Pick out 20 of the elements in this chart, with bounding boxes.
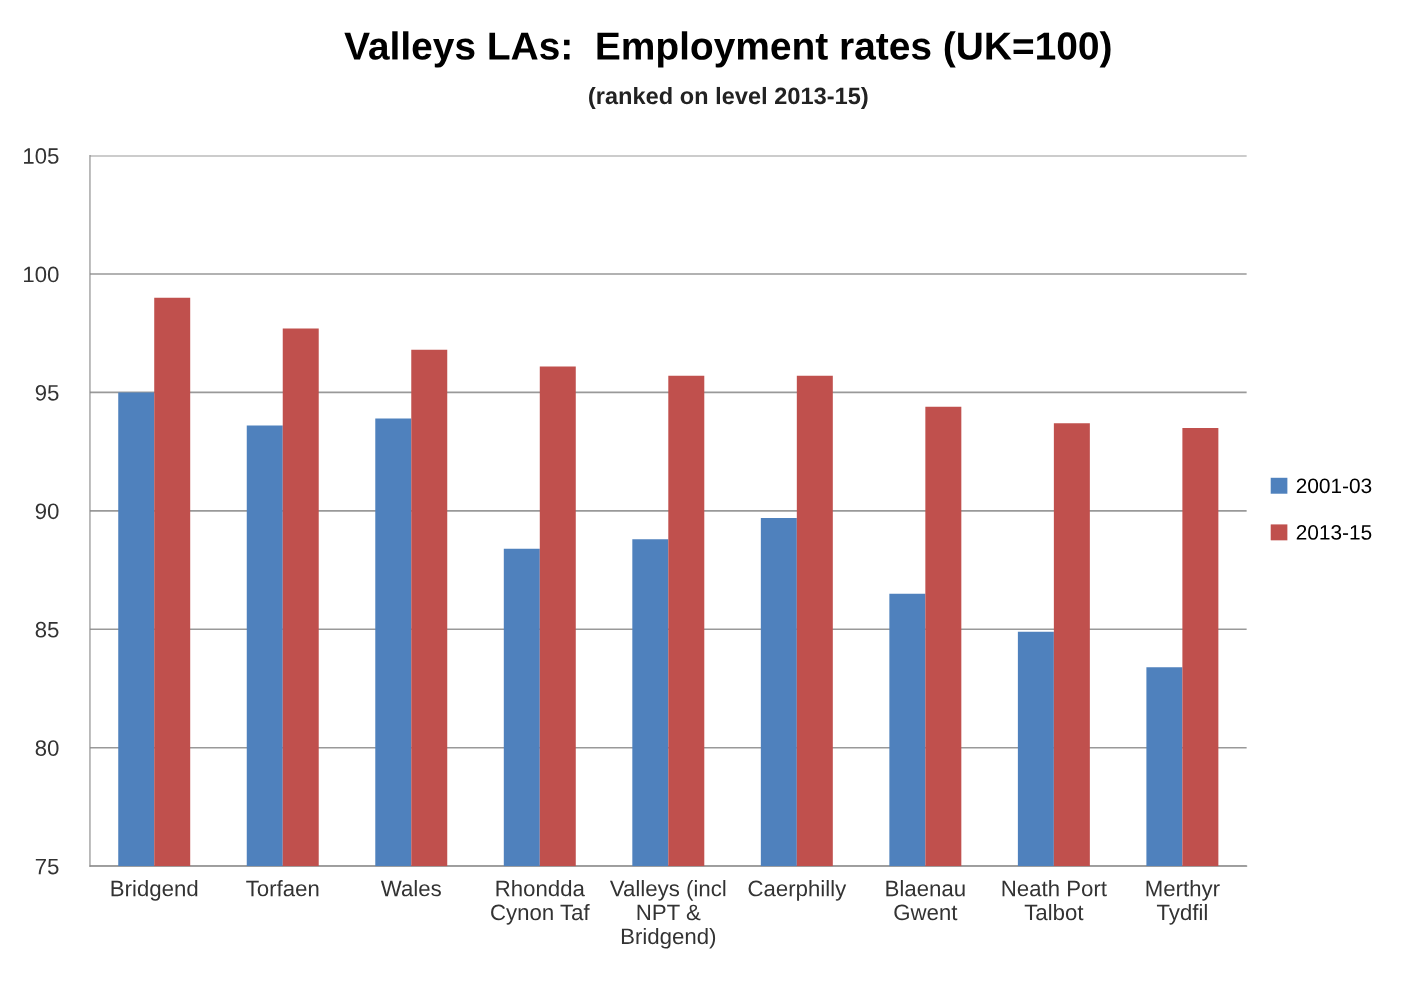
- chart-title: Valleys LAs: Employment rates (UK=100): [344, 31, 1111, 68]
- x-tick-label: Wales: [380, 880, 441, 897]
- legend-label: 2013-15: [1296, 525, 1372, 540]
- y-tick-label: 85: [35, 621, 59, 638]
- x-tick-label: Blaenau Gwent: [886, 880, 965, 921]
- y-tick-label: 95: [35, 384, 59, 401]
- chart-subtitle: (ranked on level 2013-15): [589, 86, 868, 109]
- y-tick-label: 80: [35, 740, 59, 756]
- x-tick-label: Torfaen: [246, 880, 319, 897]
- x-tick-label: Caerphilly: [748, 880, 847, 901]
- y-tick-label: 75: [35, 858, 59, 875]
- y-tick-label: 105: [24, 148, 59, 164]
- x-tick-label: Neath Port Talbot: [1002, 880, 1107, 921]
- legend-label: 2001-03: [1296, 478, 1372, 494]
- x-tick-label: Valleys (incl NPT & Bridgend): [609, 880, 726, 949]
- y-tick-label: 90: [35, 503, 59, 520]
- x-tick-label: Bridgend: [111, 880, 198, 901]
- x-tick-label: Merthyr Tydfil: [1146, 880, 1220, 925]
- x-tick-label: Rhondda Cynon Taf: [491, 880, 590, 925]
- y-tick-label: 100: [24, 266, 59, 283]
